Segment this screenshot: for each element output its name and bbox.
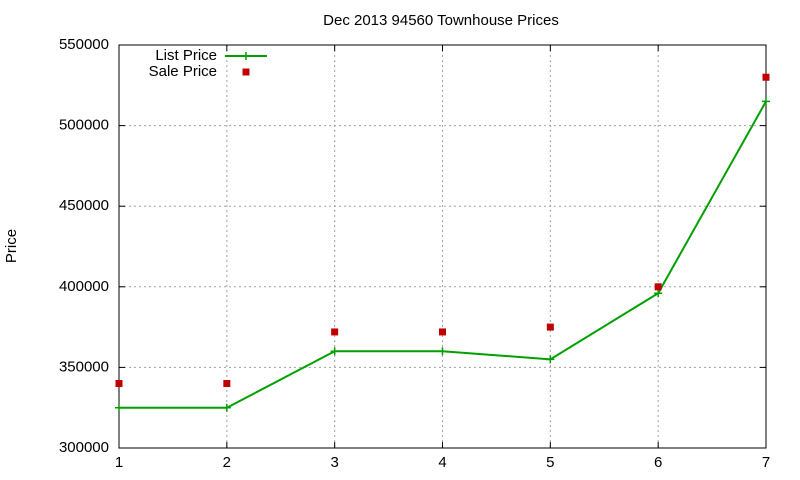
legend-swatch <box>242 52 250 60</box>
y-tick-label: 550000 <box>59 36 109 53</box>
x-tick-label: 4 <box>438 454 446 471</box>
data-point <box>115 380 123 388</box>
x-tick-label: 5 <box>546 454 554 471</box>
data-point <box>546 323 554 331</box>
plot-frame <box>118 44 767 449</box>
y-tick-label: 350000 <box>59 358 109 375</box>
y-axis-label: Price <box>3 229 20 263</box>
data-point <box>330 347 339 356</box>
y-tick-label: 400000 <box>59 278 109 295</box>
data-point <box>762 73 770 81</box>
data-point <box>438 347 447 356</box>
x-tick-label: 6 <box>654 454 662 471</box>
x-tick-label: 7 <box>762 454 770 471</box>
data-point <box>546 355 555 364</box>
legend-label: Sale Price <box>149 63 217 80</box>
y-tick-label: 300000 <box>59 439 109 456</box>
data-point <box>762 97 770 106</box>
data-point <box>331 328 339 336</box>
data-point <box>222 403 231 412</box>
chart-title: Dec 2013 94560 Townhouse Prices <box>323 12 559 29</box>
y-tick-label: 500000 <box>59 117 109 134</box>
legend-label: List Price <box>155 47 217 64</box>
data-point <box>654 283 662 291</box>
x-tick-label: 2 <box>223 454 231 471</box>
data-point <box>223 380 231 388</box>
legend-swatch <box>242 68 250 76</box>
data-point <box>654 289 663 298</box>
x-tick-label: 1 <box>115 454 123 471</box>
y-tick-label: 450000 <box>59 197 109 214</box>
data-point <box>439 328 446 336</box>
data-point <box>115 403 123 412</box>
x-tick-label: 3 <box>330 454 338 471</box>
